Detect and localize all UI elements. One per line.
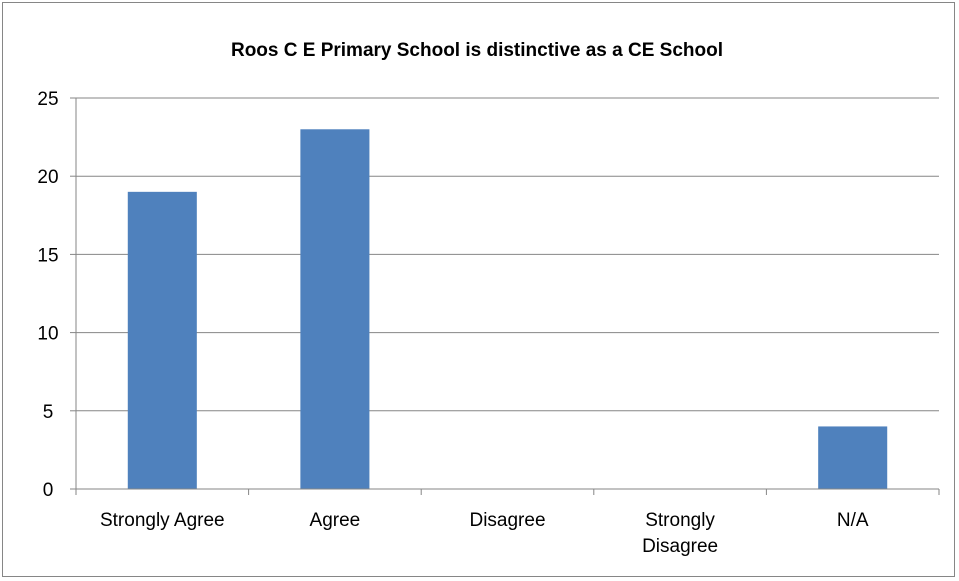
x-category-labels: Strongly Agree Agree Disagree Strongly Disag…: [100, 510, 869, 557]
bar: [127, 191, 197, 489]
chart-title: Roos C E Primary School is distinctive a…: [231, 40, 723, 61]
y-tick-label: 10: [37, 324, 58, 345]
bars: [127, 129, 888, 489]
y-tick-label: 0: [43, 480, 54, 501]
axes: [70, 97, 940, 495]
y-tick-label: 25: [37, 89, 58, 110]
x-category-label: Agree: [310, 510, 361, 531]
y-tick-labels: 0 5 10 15 20 25: [37, 89, 58, 501]
bar: [300, 129, 370, 489]
x-category-label: Strongly Disagree: [642, 510, 718, 557]
x-category-label: Disagree: [469, 510, 545, 531]
y-tick-label: 15: [37, 245, 58, 266]
y-tick-label: 5: [43, 402, 54, 423]
y-tick-label: 20: [37, 167, 58, 188]
x-category-label: Strongly Agree: [100, 510, 225, 531]
bar: [818, 426, 888, 489]
bar-chart: Roos C E Primary School is distinctive a…: [37, 40, 940, 557]
x-category-label: N/A: [837, 510, 869, 531]
gridlines: [76, 97, 939, 412]
